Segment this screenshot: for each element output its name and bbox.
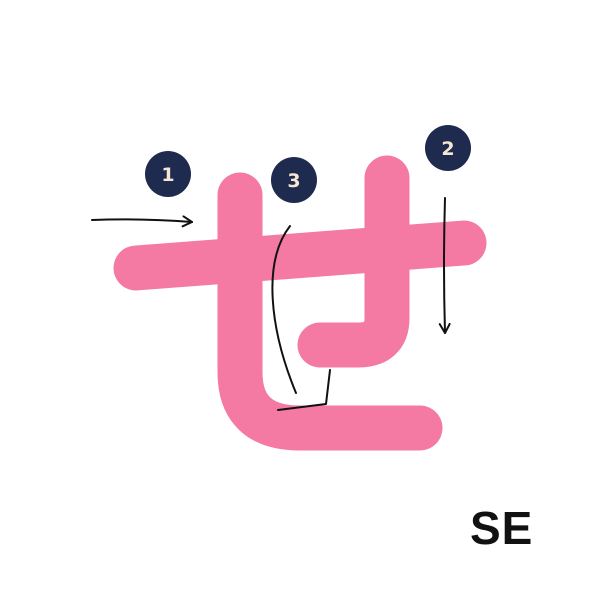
step-number-1: 1 (161, 164, 174, 186)
stroke-2-arrow-icon (438, 197, 451, 334)
romaji-label: SE (470, 502, 534, 554)
stroke-1-arrow-icon (91, 215, 193, 228)
stroke-3-arrow-icon (271, 225, 297, 394)
kana-stroke-3 (217, 172, 443, 451)
step-badge-2: 2 (425, 125, 471, 171)
stroke-3-arrowhead-icon (277, 369, 331, 411)
step-number-2: 2 (441, 138, 454, 160)
step-number-3: 3 (287, 170, 300, 192)
kana-stroke-2 (297, 155, 410, 368)
kana-stroke-1 (113, 220, 487, 291)
step-badge-3: 3 (271, 157, 317, 203)
step-badge-1: 1 (145, 151, 191, 197)
